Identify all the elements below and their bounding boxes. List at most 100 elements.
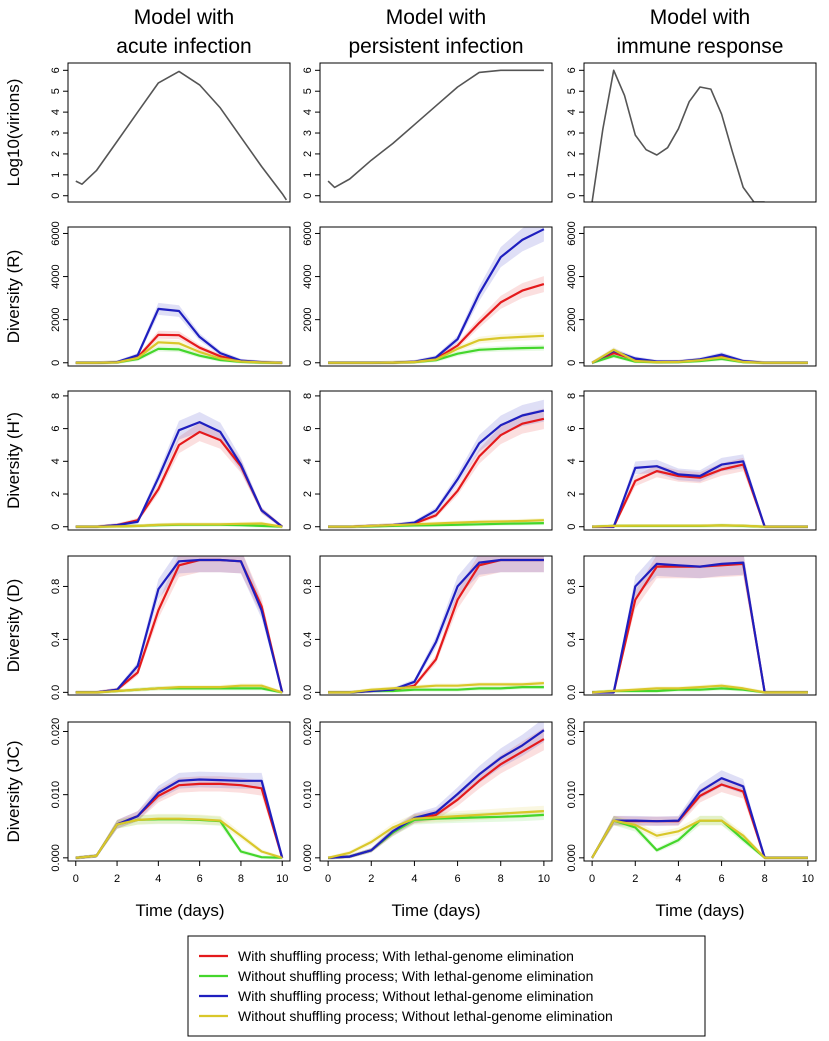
plot-area [591,69,765,202]
y-tick-label: 2 [302,151,314,157]
band-red [592,556,808,694]
y-tick-label: 6 [566,426,578,432]
panel-r1-c0: 0 2000 4000 6000 [50,221,291,367]
legend-label-1: Without shuffling process; With lethal-g… [238,968,593,984]
y-tick-label: 1 [50,172,62,178]
y-tick-label: 2 [302,491,314,497]
band-blue [592,770,808,860]
x-tick-label: 10 [802,873,814,885]
x-tick-label: 10 [538,873,550,885]
y-tick-label: 0.020 [566,718,578,746]
x-tick-label: 10 [276,873,288,885]
plot-area [75,412,283,529]
y-tick-label: 4000 [50,264,62,288]
panel-frame [319,62,553,203]
y-tick-label: 4 [50,109,62,115]
y-tick-label: 0.010 [302,781,314,809]
panels: Log10(virions) 0 1 2 3 4 5 6 0 1 2 3 4 5 6 0 1 2 3 4 5 6 Diver… [4,62,817,885]
y-tick-label: 0 [50,524,62,530]
x-tick-label: 0 [73,873,79,885]
y-tick-label: 6000 [302,221,314,245]
x-tick-label: 4 [155,873,161,885]
y-tick-label: 3 [566,130,578,136]
series-line-yellow [75,341,283,364]
y-tick-label: 0.4 [566,632,578,647]
panel-r2-c0: 0 2 4 6 8 [50,390,291,531]
x-tick-label: 2 [114,873,120,885]
y-tick-label: 2 [566,151,578,157]
y-tick-label: 0.0 [566,685,578,700]
y-tick-label: 6 [302,426,314,432]
plot-area [75,302,283,365]
x-tick-label: 8 [238,873,244,885]
y-tick-label: 0.8 [50,579,62,594]
y-tick-label: 0 [50,360,62,366]
y-tick-label: 2000 [566,307,578,331]
band-blue [592,454,808,529]
x-tick-label: 2 [368,873,374,885]
y-tick-label: 0.4 [50,632,62,647]
y-tick-label: 0.0 [302,685,314,700]
panel-frame [319,226,553,367]
y-tick-label: 0.8 [302,579,314,594]
panel-r3-c2: 0.0 0.4 0.8 [566,555,817,700]
plot-area [592,556,808,694]
col-title-2-line2: immune response [617,35,784,58]
band-yellow [75,813,283,860]
legend-label-3: Without shuffling process; Without letha… [238,1008,613,1024]
y-tick-label: 0 [302,524,314,530]
y-tick-label: 8 [50,393,62,399]
series-line-red [592,562,808,694]
xlabel-col-2: Time (days) [655,901,744,920]
y-tick-label: 3 [302,130,314,136]
xlabel-col-0: Time (days) [135,901,224,920]
y-tick-label: 3 [50,130,62,136]
y-tick-label: 4 [566,109,578,115]
band-red [592,457,808,529]
col-title-1-line2: persistent infection [348,35,523,58]
y-tick-label: 2 [566,491,578,497]
x-tick-label: 6 [719,873,725,885]
y-tick-label: 4 [302,109,314,115]
plot-area [591,347,808,365]
band-yellow [328,805,544,860]
plot-area [75,70,288,201]
series-line-yellow [75,684,283,694]
ylabel-row-2: Diversity (H') [4,412,23,509]
y-tick-label: 2 [50,491,62,497]
y-tick-label: 4 [302,458,314,464]
y-tick-label: 4 [566,458,578,464]
panel-r4-c1: 0.000 0.010 0.020 0 2 4 6 8 10 [302,718,553,885]
y-tick-label: 0.000 [50,844,62,872]
y-tick-label: 4 [50,458,62,464]
panel-frame [67,390,291,531]
y-tick-label: 0.020 [50,718,62,746]
band-blue [592,556,808,694]
series-line-yellow [327,810,544,859]
legend-label-2: With shuffling process; Without lethal-g… [238,988,593,1004]
series-line-blue [328,729,545,859]
series-line-blue [592,561,808,694]
plot-area [328,556,544,694]
panel-frame [67,62,291,203]
panel-frame [583,226,817,367]
plot-area [591,770,808,860]
y-tick-label: 0 [566,524,578,530]
y-tick-label: 5 [566,88,578,94]
col-title-0-line1: Model with [134,6,234,29]
ylabel-row-1: Diversity (R) [4,250,23,344]
band-blue [75,412,283,529]
panel-frame [319,721,553,862]
y-tick-label: 0 [566,360,578,366]
series-line-yellow [75,817,283,859]
legend-box [187,935,706,1037]
panel-r0-c1: 0 1 2 3 4 5 6 [302,62,553,203]
x-tick-label: 6 [197,873,203,885]
x-tick-label: 8 [498,873,504,885]
panel-frame [319,390,553,531]
series-line-yellow [591,348,808,364]
x-tick-label: 4 [675,873,681,885]
panel-frame [319,555,553,696]
y-tick-label: 2 [50,151,62,157]
